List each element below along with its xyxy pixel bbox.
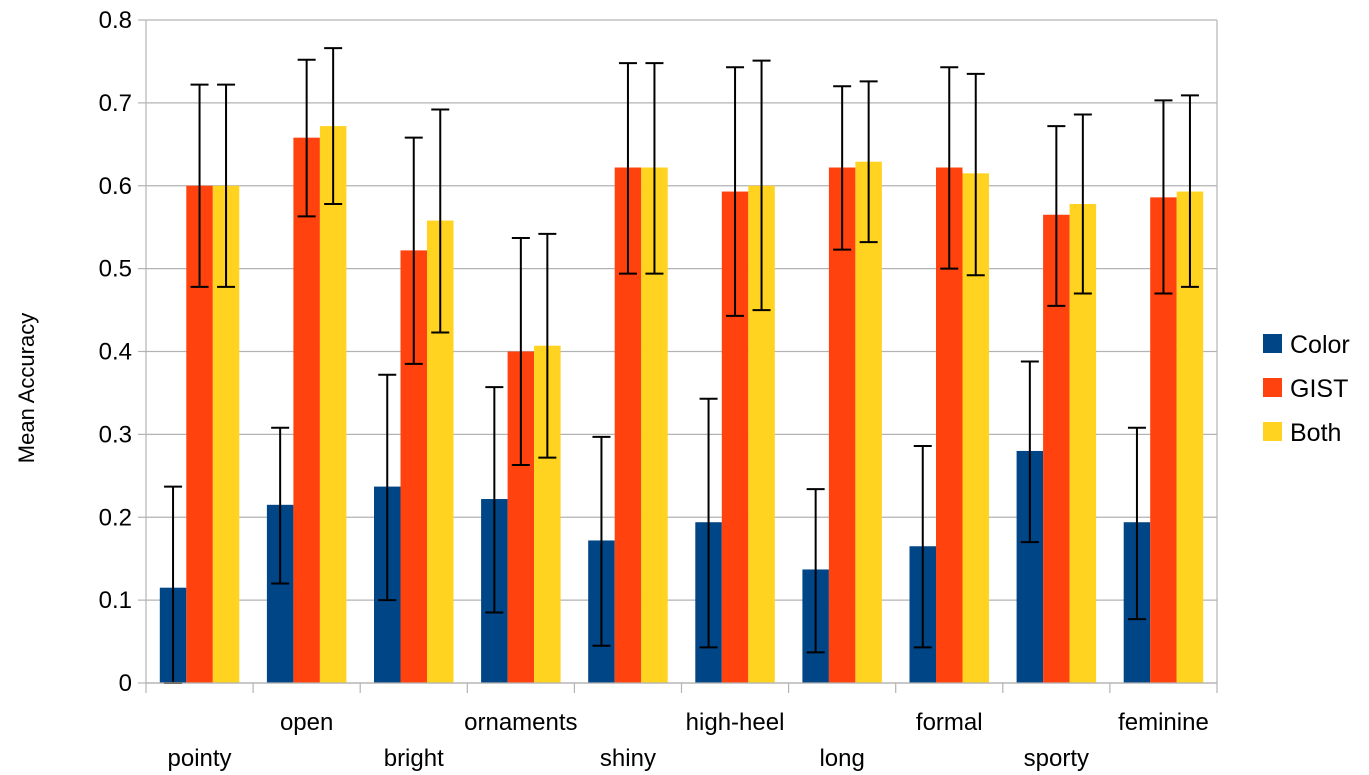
y-tick-label-7: 0.7 [99,90,132,117]
bar-both-open [319,126,347,683]
error-bar-color-formal [913,444,932,649]
legend-swatch-gist [1263,378,1282,397]
bar-gist-long [828,167,856,683]
error-bar-gist-ornaments [511,236,530,467]
error-bar-both-pointy [217,83,236,288]
error-bar-both-formal [966,72,985,277]
error-bar-gist-high-heel [726,66,745,317]
error-bar-color-ornaments [485,386,504,614]
x-tick-label-shiny: shiny [600,745,656,772]
error-bar-gist-sporty [1047,125,1066,307]
error-bar-gist-pointy [190,83,209,288]
x-tick-label-feminine: feminine [1118,709,1209,736]
error-bar-color-shiny [592,435,611,647]
bars [159,126,1204,684]
legend-item-gist: GIST [1263,375,1348,403]
bar-both-long [855,161,882,683]
bar-gist-open [293,137,320,683]
y-tick-label-3: 0.3 [99,421,132,448]
error-bar-both-sporty [1073,113,1092,295]
legend-swatch-both [1263,422,1282,441]
error-bar-gist-feminine [1154,99,1173,295]
legend: Color GIST Both [1263,331,1350,447]
error-bar-gist-shiny [618,62,637,275]
x-tick-label-ornaments: ornaments [464,709,577,736]
axes [145,20,1218,693]
legend-item-color: Color [1263,331,1350,359]
x-tick-label-pointy: pointy [168,745,232,772]
error-bar-color-long [806,488,825,654]
x-tick-label-open: open [280,709,333,736]
x-tick-label-bright: bright [384,745,444,772]
legend-label-both: Both [1290,419,1341,447]
x-tick-label-sporty: sporty [1024,745,1089,772]
y-tick-label-5: 0.5 [99,256,132,283]
y-tick-label-4: 0.4 [99,339,132,366]
error-bar-gist-open [297,58,316,218]
error-bar-both-bright [431,108,450,334]
error-bar-both-long [859,80,878,244]
error-bar-gist-long [833,85,852,251]
legend-item-both: Both [1263,419,1341,447]
x-tick-label-high-heel: high-heel [686,709,785,736]
x-tick-label-long: long [819,745,864,772]
error-bar-gist-bright [404,136,423,365]
legend-label-color: Color [1290,331,1350,359]
y-tick-label-8: 0.8 [99,7,132,34]
error-bar-color-sporty [1020,360,1039,544]
y-tick-labels: 0 0.1 0.2 0.3 0.4 0.5 0.6 0.7 0.8 [99,7,132,697]
x-tick-label-formal: formal [916,709,983,736]
error-bar-both-open [324,47,343,205]
error-bars [164,47,1199,684]
error-bar-both-high-heel [752,59,771,312]
y-tick-label-2: 0.2 [99,504,132,531]
x-tick-labels: pointy open bright ornaments shiny high-heel l… [168,709,1209,772]
y-tick-label-0: 0 [119,670,132,697]
legend-label-gist: GIST [1290,375,1348,403]
error-bar-gist-formal [940,66,959,270]
error-bar-both-shiny [645,62,664,275]
y-tick-label-1: 0.1 [99,587,132,614]
error-bar-color-high-heel [699,397,718,649]
error-bar-color-bright [378,373,397,602]
error-bar-color-feminine [1127,426,1146,621]
y-axis-title: Mean Accuracy [14,313,39,463]
error-bar-both-ornaments [538,232,557,459]
error-bar-both-feminine [1180,94,1199,288]
y-tick-label-6: 0.6 [99,173,132,200]
legend-swatch-color [1263,334,1282,353]
error-bar-color-open [271,426,290,585]
